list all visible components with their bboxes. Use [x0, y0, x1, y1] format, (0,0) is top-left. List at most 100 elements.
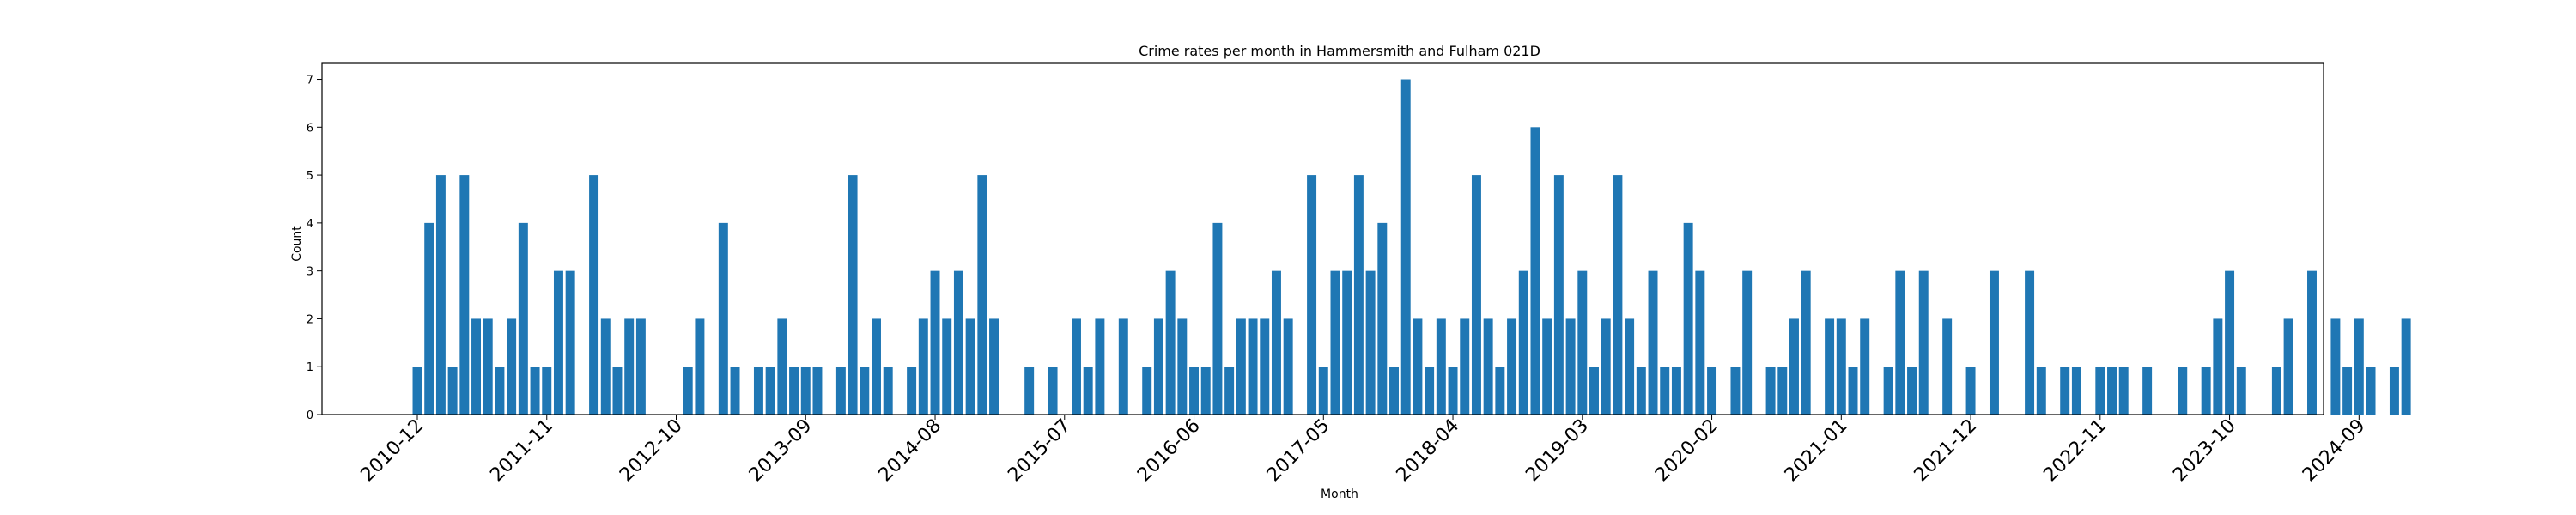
x-tick-label: 2014-08 [875, 415, 946, 487]
bar-2015-06 [1048, 367, 1058, 415]
bar-2023-11 [2236, 367, 2246, 415]
bar-2021-08 [1918, 270, 1929, 415]
bar-2024-09 [2354, 318, 2364, 415]
bar-2018-05 [1460, 318, 1470, 415]
bar-2020-08 [1777, 367, 1788, 415]
x-tick-label: 2022-11 [2039, 415, 2111, 487]
bar-2019-08 [1636, 367, 1646, 415]
bar-2016-03 [1153, 318, 1163, 415]
y-tick-label: 1 [307, 361, 313, 374]
x-tick-label: 2012-10 [616, 415, 687, 487]
bar-2013-03 [730, 367, 740, 415]
bar-2017-07 [1342, 270, 1352, 415]
bar-2016-06 [1189, 367, 1200, 415]
bar-2014-10 [953, 270, 963, 415]
x-tick-label: 2024-09 [2299, 415, 2370, 487]
y-tick-label: 2 [307, 313, 313, 326]
bar-2020-09 [1789, 318, 1799, 415]
bar-2018-10 [1518, 270, 1528, 415]
bar-2018-09 [1507, 318, 1517, 415]
bar-2020-05 [1742, 270, 1753, 415]
bar-2017-09 [1365, 270, 1376, 415]
bar-2011-08 [507, 318, 517, 415]
bar-2012-05 [612, 367, 623, 415]
bar-2022-09 [2071, 367, 2081, 415]
x-tick-label: 2023-10 [2169, 415, 2240, 487]
bar-2014-03 [872, 318, 881, 415]
bar-2023-08 [2201, 367, 2211, 415]
bar-2023-03 [2142, 367, 2153, 415]
y-tick-label: 4 [307, 218, 313, 231]
y-axis-label: Count [290, 226, 304, 262]
x-tick-label: 2021-01 [1781, 415, 1852, 487]
bar-2022-12 [2107, 367, 2117, 415]
bar-2014-02 [860, 367, 870, 415]
bar-2023-09 [2213, 318, 2223, 415]
bar-2014-12 [977, 175, 987, 415]
bar-2011-03 [447, 367, 458, 415]
bar-2016-07 [1200, 367, 1211, 415]
bar-2022-02 [1989, 270, 1999, 415]
bar-2024-12 [2389, 367, 2399, 415]
y-tick-label: 6 [307, 122, 313, 135]
bar-2019-02 [1565, 318, 1576, 415]
bar-2012-03 [589, 175, 599, 415]
bar-2016-12 [1260, 318, 1270, 415]
bar-2013-09 [800, 367, 811, 415]
bar-2020-12 [1825, 318, 1835, 415]
chart-title: Crime rates per month in Hammersmith and… [1139, 43, 1540, 59]
bar-2018-06 [1471, 175, 1481, 415]
x-tick-label: 2017-05 [1263, 415, 1334, 487]
bar-2014-06 [907, 367, 917, 415]
bar-2016-02 [1142, 367, 1152, 415]
bar-2014-01 [848, 175, 858, 415]
bar-2013-05 [753, 367, 763, 415]
bar-2011-10 [530, 367, 540, 415]
bar-2011-12 [553, 270, 563, 415]
bar-2011-04 [459, 175, 470, 415]
bar-2017-05 [1318, 367, 1328, 415]
bar-2021-06 [1895, 270, 1905, 415]
bar-2014-04 [883, 367, 893, 415]
y-tick-label: 0 [307, 409, 313, 422]
bar-2024-05 [2307, 270, 2317, 415]
bar-2015-08 [1072, 318, 1081, 415]
bar-2010-12 [412, 367, 422, 415]
bar-2022-05 [2025, 270, 2035, 415]
bar-2021-05 [1883, 367, 1893, 415]
bar-2012-04 [600, 318, 611, 415]
bar-2021-01 [1836, 318, 1846, 415]
bar-2016-04 [1165, 270, 1176, 415]
bar-2011-05 [471, 318, 481, 415]
bar-2017-01 [1271, 270, 1281, 415]
bar-2024-02 [2271, 367, 2281, 415]
bar-2011-01 [424, 222, 434, 415]
bar-2024-07 [2330, 318, 2341, 415]
bar-2018-08 [1495, 367, 1505, 415]
bar-2018-11 [1530, 127, 1540, 415]
bar-2017-12 [1400, 79, 1411, 415]
bar-2013-08 [789, 367, 799, 415]
bar-2013-10 [812, 367, 823, 415]
bar-2019-01 [1553, 175, 1564, 415]
bar-2019-12 [1683, 222, 1693, 415]
x-tick-label: 2018-04 [1393, 415, 1464, 487]
bar-2016-09 [1224, 367, 1235, 415]
bar-2025-01 [2401, 318, 2411, 415]
bar-2019-10 [1660, 367, 1670, 415]
bar-2013-12 [835, 367, 846, 415]
bar-2023-01 [2118, 367, 2129, 415]
bar-2015-04 [1024, 367, 1035, 415]
bar-2011-11 [542, 367, 552, 415]
bar-2016-08 [1212, 222, 1223, 415]
x-tick-label: 2019-03 [1522, 415, 1593, 487]
bar-2021-02 [1848, 367, 1858, 415]
bar-2017-04 [1307, 175, 1317, 415]
y-tick-label: 7 [307, 75, 313, 88]
bar-2019-07 [1625, 318, 1635, 415]
bar-2021-07 [1907, 367, 1917, 415]
bar-2017-10 [1377, 222, 1388, 415]
bar-2011-09 [518, 222, 528, 415]
bar-2021-12 [1965, 367, 1976, 415]
x-axis-label: Month [1321, 488, 1358, 501]
